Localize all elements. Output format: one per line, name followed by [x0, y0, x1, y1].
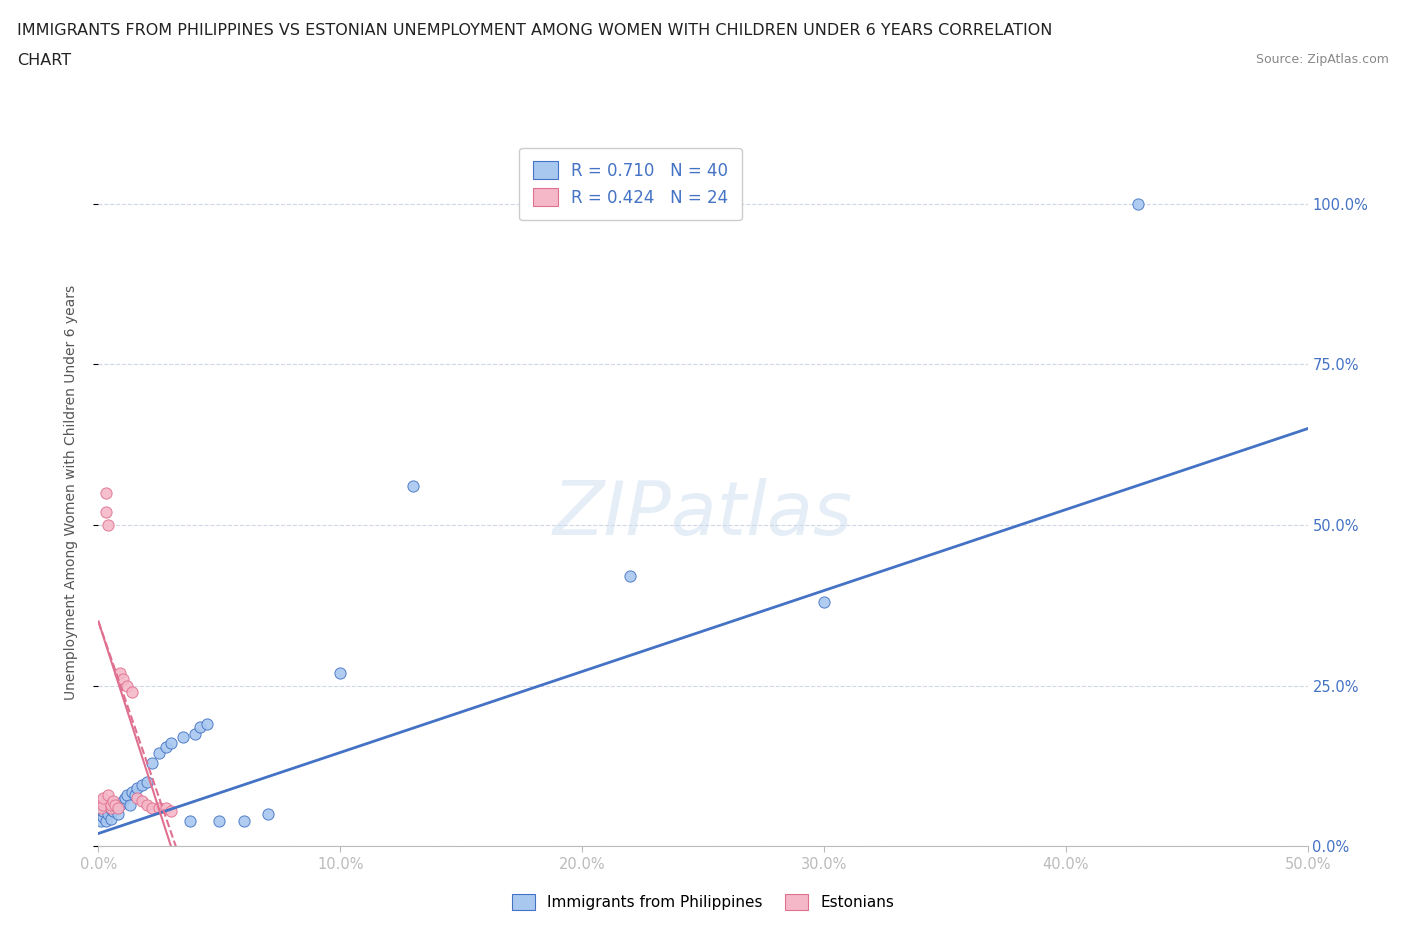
Text: IMMIGRANTS FROM PHILIPPINES VS ESTONIAN UNEMPLOYMENT AMONG WOMEN WITH CHILDREN U: IMMIGRANTS FROM PHILIPPINES VS ESTONIAN … [17, 23, 1052, 38]
Text: CHART: CHART [17, 53, 70, 68]
Point [107, 801, 129, 816]
Point [131, 777, 153, 792]
Point [90, 806, 112, 821]
Point [100, 797, 122, 812]
Point [232, 813, 254, 828]
Point [329, 665, 352, 680]
Y-axis label: Unemployment Among Women with Children Under 6 years: Unemployment Among Women with Children U… [63, 286, 77, 700]
Point [101, 794, 124, 809]
Point [91, 810, 114, 825]
Point [813, 594, 835, 609]
Point [94, 813, 117, 828]
Point [124, 788, 146, 803]
Point [107, 806, 129, 821]
Point [1128, 196, 1150, 211]
Point [118, 797, 141, 812]
Legend: R = 0.710   N = 40, R = 0.424   N = 24: R = 0.710 N = 40, R = 0.424 N = 24 [519, 148, 741, 220]
Point [104, 797, 127, 812]
Point [131, 794, 153, 809]
Point [135, 797, 157, 812]
Point [141, 801, 163, 816]
Point [90, 813, 112, 828]
Point [402, 479, 425, 494]
Point [97, 797, 120, 812]
Point [208, 813, 231, 828]
Point [111, 671, 134, 686]
Point [148, 801, 170, 816]
Point [127, 781, 149, 796]
Point [121, 684, 143, 699]
Point [141, 755, 163, 770]
Point [160, 736, 183, 751]
Point [100, 802, 122, 817]
Text: ZIPatlas: ZIPatlas [553, 478, 853, 551]
Point [97, 806, 120, 821]
Point [100, 801, 122, 816]
Text: Source: ZipAtlas.com: Source: ZipAtlas.com [1256, 53, 1389, 66]
Point [100, 812, 122, 827]
Point [155, 739, 177, 754]
Legend: Immigrants from Philippines, Estonians: Immigrants from Philippines, Estonians [505, 886, 901, 918]
Point [117, 788, 139, 803]
Point [111, 794, 134, 809]
Point [104, 801, 127, 816]
Point [188, 720, 211, 735]
Point [155, 801, 177, 816]
Point [91, 797, 114, 812]
Point [127, 790, 149, 805]
Point [172, 730, 194, 745]
Point [94, 801, 117, 816]
Point [108, 665, 131, 680]
Point [90, 801, 112, 816]
Point [184, 726, 207, 741]
Point [91, 804, 114, 818]
Point [619, 569, 641, 584]
Point [97, 788, 120, 803]
Point [108, 797, 131, 812]
Point [94, 485, 117, 500]
Point [121, 784, 143, 799]
Point [114, 790, 136, 805]
Point [117, 678, 139, 693]
Point [148, 746, 170, 761]
Point [90, 794, 112, 809]
Point [101, 804, 124, 818]
Point [160, 804, 183, 818]
Point [94, 505, 117, 520]
Point [135, 775, 157, 790]
Point [195, 717, 218, 732]
Point [256, 806, 278, 821]
Point [91, 790, 114, 805]
Point [179, 813, 201, 828]
Point [97, 518, 120, 533]
